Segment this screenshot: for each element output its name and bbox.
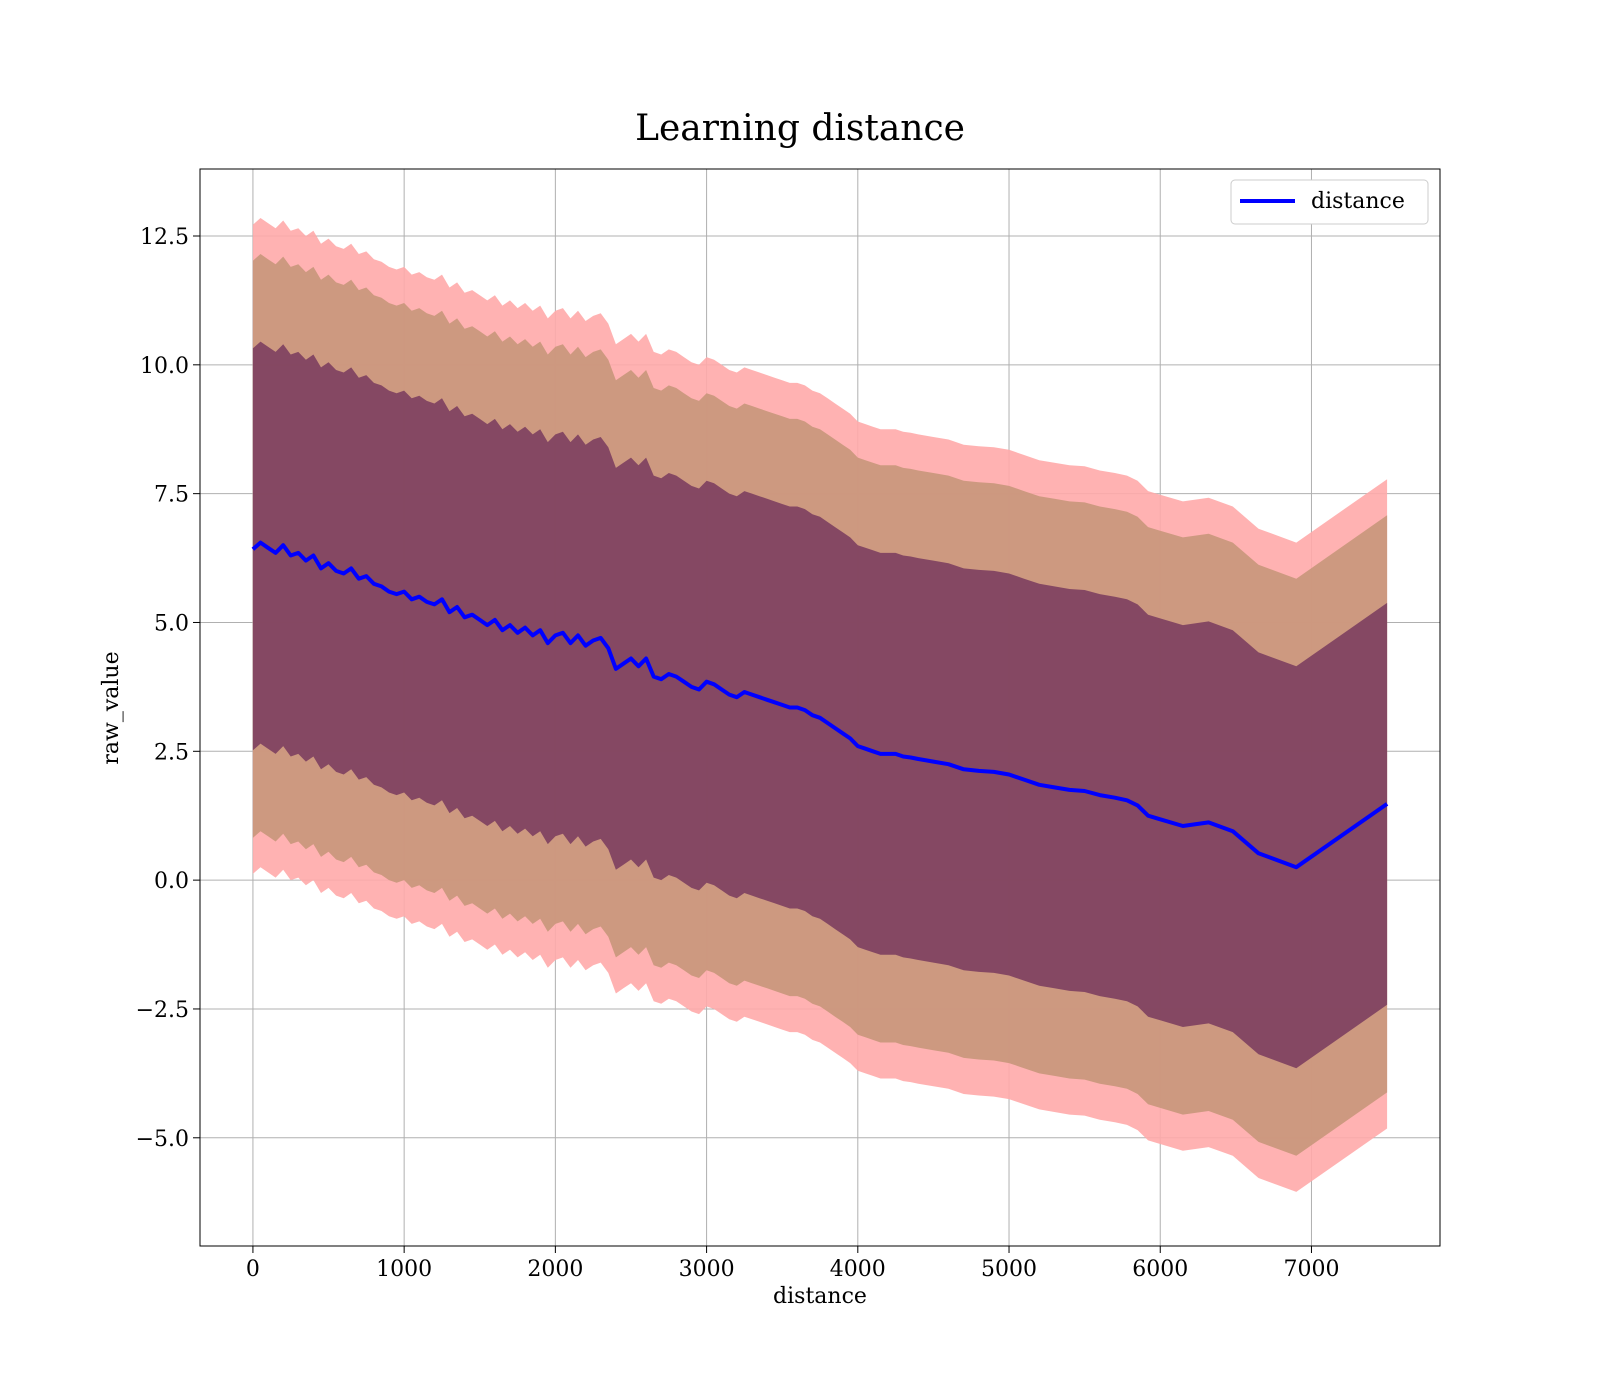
x-tick-label: 0 [246,1257,260,1282]
y-axis: −5.0 −2.5 0.0 2.5 5.0 7.5 10.0 12.5 [136,225,200,1152]
x-axis-label: distance [773,1284,867,1309]
plot-frame [199,168,1441,1247]
x-tick-label: 7000 [1283,1257,1339,1282]
y-axis-label: raw_value [99,651,124,764]
x-tick-label: 1000 [376,1257,432,1282]
series-lines [251,540,1389,870]
legend-label-distance: distance [1311,189,1405,214]
chart-title: Learning distance [635,108,965,149]
y-tick-label: 7.5 [154,483,189,508]
std-band [252,341,1388,1069]
x-tick-label: 2000 [527,1257,583,1282]
x-tick-label: 3000 [679,1257,735,1282]
y-tick-label: 12.5 [140,225,189,250]
y-tick-label: 5.0 [154,611,189,636]
y-tick-label: −2.5 [136,998,189,1023]
std-bands [252,218,1388,1192]
x-tick-label: 5000 [981,1257,1037,1282]
y-tick-label: 10.0 [140,354,189,379]
y-tick-label: 2.5 [154,740,189,765]
x-axis: 0 1000 2000 3000 4000 5000 6000 7000 [246,1246,1339,1282]
x-tick-label: 6000 [1132,1257,1188,1282]
legend-box [1230,179,1429,225]
x-tick-label: 4000 [830,1257,886,1282]
series-line-distance [251,540,1389,870]
y-tick-label: 0.0 [154,869,189,894]
legend: distance [1230,179,1429,225]
y-tick-label: −5.0 [136,1127,189,1152]
